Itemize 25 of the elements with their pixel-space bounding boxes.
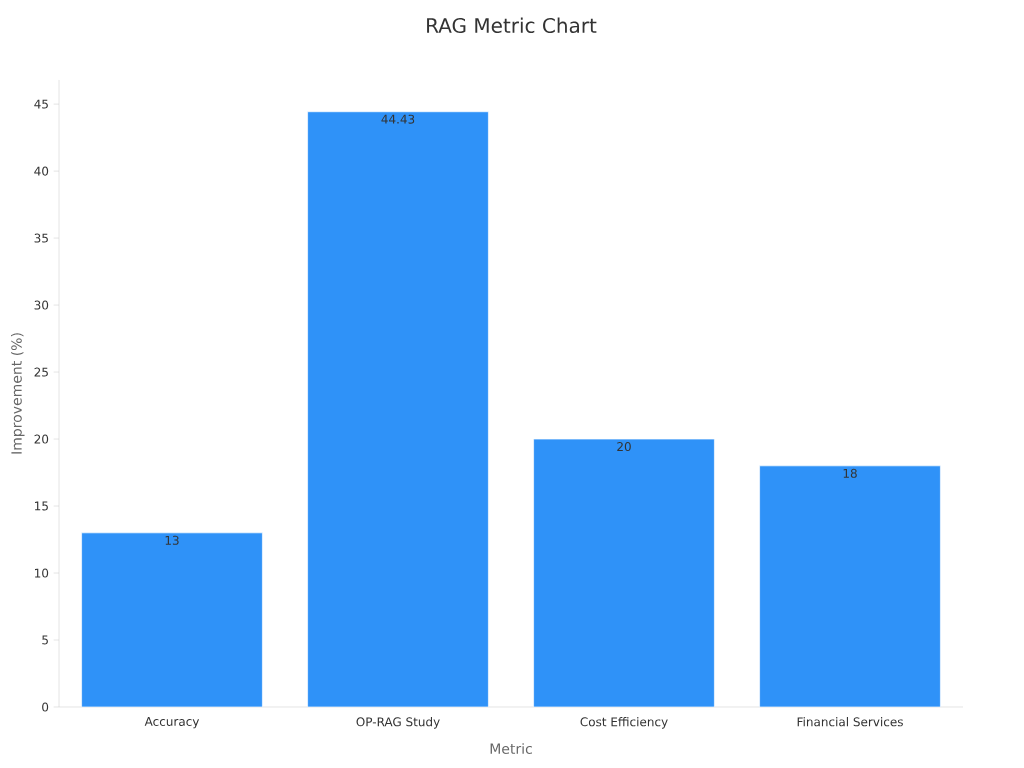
y-tick-label: 35 <box>34 233 48 243</box>
y-tick-label: 5 <box>42 635 48 645</box>
bar <box>533 438 715 707</box>
y-tick-label: 15 <box>35 501 48 511</box>
bar <box>81 532 263 707</box>
data-label: 20 <box>617 441 631 452</box>
y-tick-label: 25 <box>34 367 48 377</box>
bar <box>759 465 941 707</box>
y-tick-label: 10 <box>35 568 49 578</box>
data-label: 18 <box>843 468 857 478</box>
x-tick-label: Cost Efficiency <box>580 717 668 729</box>
x-axis-title: Metric <box>490 743 532 754</box>
y-axis-title: Improvement (%) <box>11 333 25 454</box>
chart-title: RAG Metric Chart <box>427 17 597 34</box>
y-tick-label: 0 <box>42 702 49 712</box>
y-tick-label: 40 <box>34 166 49 176</box>
y-tick-label: 30 <box>34 300 49 310</box>
data-label: 44.43 <box>381 114 415 124</box>
x-tick-label: Accuracy <box>144 717 200 729</box>
y-tick-label: 20 <box>34 434 49 444</box>
bar <box>307 111 489 707</box>
data-label: 13 <box>165 535 179 545</box>
y-tick-label: 45 <box>34 99 48 109</box>
x-tick-label: Financial Services <box>797 717 903 727</box>
x-tick-label: OP-RAG Study <box>356 717 440 729</box>
